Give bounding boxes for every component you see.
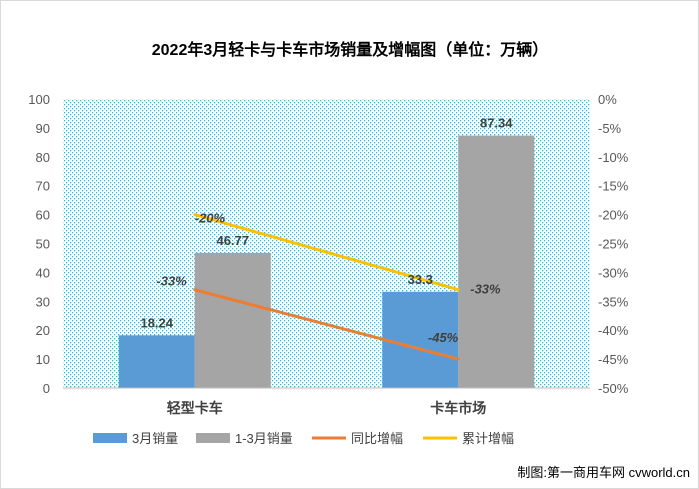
bar — [382, 291, 459, 388]
line-value-label: -20% — [195, 211, 226, 226]
left-tick-label: 90 — [36, 121, 50, 136]
bar — [458, 135, 535, 388]
right-tick-label: -35% — [598, 294, 629, 309]
right-tick-label: -25% — [598, 237, 629, 252]
line-value-label: -33% — [470, 282, 501, 297]
right-tick-label: -50% — [598, 381, 629, 396]
right-tick-label: 0% — [598, 92, 617, 107]
lines — [193, 213, 460, 361]
right-axis: 0% -5% -10% -15% -20% -25% -30% -35% -40% -45% -50… — [598, 92, 629, 396]
left-tick-label: 30 — [36, 294, 50, 309]
series-line — [193, 288, 460, 361]
left-tick-label: 80 — [36, 150, 50, 165]
bar — [194, 252, 271, 388]
right-tick-label: -5% — [598, 121, 622, 136]
left-tick-label: 0 — [43, 381, 50, 396]
data-labels: 18.24 33.3 46.77 87.34 -33% -45% -20% -33% — [140, 116, 513, 346]
legend-swatch — [196, 433, 230, 443]
category-label: 轻型卡车 — [167, 400, 223, 416]
legend-label: 1-3月销量 — [235, 431, 293, 446]
legend-label: 3月销量 — [132, 431, 178, 446]
right-tick-label: -15% — [598, 179, 629, 194]
left-tick-label: 10 — [36, 352, 50, 367]
line-value-label: -33% — [156, 274, 187, 289]
right-tick-label: -30% — [598, 265, 629, 280]
legend-swatch — [93, 433, 127, 443]
category-label: 卡车市场 — [430, 400, 486, 416]
bar-value-label: 33.3 — [408, 272, 433, 287]
right-tick-label: -40% — [598, 323, 629, 338]
left-tick-label: 20 — [36, 323, 50, 338]
left-tick-label: 60 — [36, 208, 50, 223]
bar-value-label: 87.34 — [480, 116, 513, 131]
bar-value-label: 18.24 — [140, 315, 173, 330]
right-tick-label: -10% — [598, 150, 629, 165]
left-tick-label: 40 — [36, 265, 50, 280]
left-tick-label: 50 — [36, 237, 50, 252]
bar — [118, 335, 195, 388]
series-line — [193, 213, 460, 292]
credit-text: 制图:第一商用车网 cvworld.cn — [517, 465, 690, 480]
line-value-label: -45% — [428, 330, 459, 345]
bars — [118, 135, 535, 388]
bar-value-label: 46.77 — [216, 233, 249, 248]
left-tick-label: 100 — [28, 92, 50, 107]
right-tick-label: -45% — [598, 352, 629, 367]
left-tick-label: 70 — [36, 179, 50, 194]
legend-label: 同比增幅 — [351, 431, 403, 446]
legend: 3月销量 1-3月销量 同比增幅 累计增幅 — [93, 431, 514, 446]
right-tick-label: -20% — [598, 208, 629, 223]
category-labels: 轻型卡车 卡车市场 — [167, 400, 487, 416]
legend-label: 累计增幅 — [462, 431, 514, 446]
chart-title: 2022年3月轻卡与卡车市场销量及增幅图（单位：万辆） — [152, 40, 549, 59]
